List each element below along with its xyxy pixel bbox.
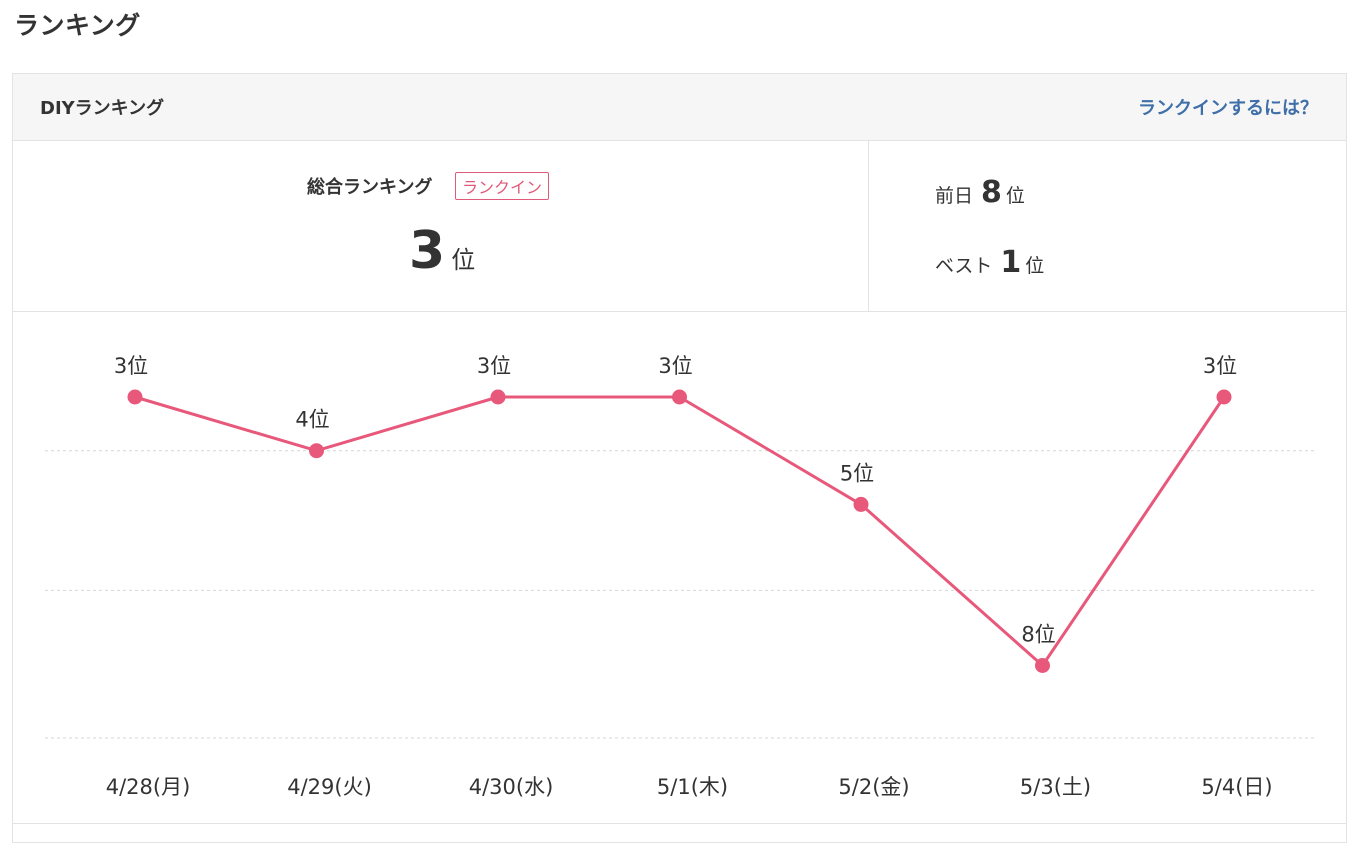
x-tick-label: 4/29(火): [287, 775, 372, 799]
data-point: [127, 389, 143, 405]
how-to-rank-in-link[interactable]: ランクインするには？: [1138, 98, 1318, 119]
rank-line: [134, 395, 1226, 667]
previous-day-unit: 位: [1005, 185, 1025, 207]
x-tick-label: 4/28(月): [106, 775, 191, 799]
data-label: 3位: [114, 354, 148, 378]
data-label: 5位: [840, 461, 874, 485]
x-tick-label: 5/2(金): [838, 775, 909, 799]
data-point: [490, 389, 506, 405]
data-label: 3位: [477, 354, 511, 378]
data-point: [1035, 658, 1050, 673]
data-point: [672, 389, 687, 405]
x-tick-label: 5/4(日): [1201, 775, 1272, 799]
x-tick-label: 5/3(土): [1020, 775, 1091, 799]
card-bottom-divider: [12, 823, 1347, 824]
overall-ranking-label: 総合ランキング: [307, 177, 433, 198]
best-rank: ベスト 1 位: [935, 245, 1044, 280]
x-tick-label: 5/1(木): [657, 775, 728, 799]
data-label: 8位: [1021, 623, 1055, 647]
previous-day-rank: 前日 8 位: [935, 175, 1025, 210]
best-rank-label: ベスト: [935, 255, 993, 277]
data-point: [1216, 389, 1232, 405]
card-title: DIYランキング: [40, 98, 165, 119]
previous-day-number: 8: [981, 175, 1002, 210]
overall-rank-number: 3: [409, 221, 446, 281]
x-tick-label: 4/30(水): [469, 775, 554, 799]
page-title: ランキング: [14, 11, 141, 40]
data-point: [309, 443, 324, 459]
previous-day-label: 前日: [935, 185, 974, 207]
rank-stats-panel: 前日 8 位 ベスト 1 位: [869, 141, 1347, 311]
data-point: [853, 496, 869, 512]
overall-rank-unit: 位: [451, 246, 476, 274]
card-header: DIYランキング ランクインするには？: [13, 74, 1346, 141]
rank-in-badge: ランクイン: [455, 172, 550, 200]
data-label: 3位: [1203, 354, 1237, 378]
data-label: 4位: [295, 408, 329, 432]
data-label: 3位: [658, 354, 692, 378]
best-rank-unit: 位: [1025, 255, 1045, 277]
best-rank-number: 1: [1000, 245, 1022, 280]
